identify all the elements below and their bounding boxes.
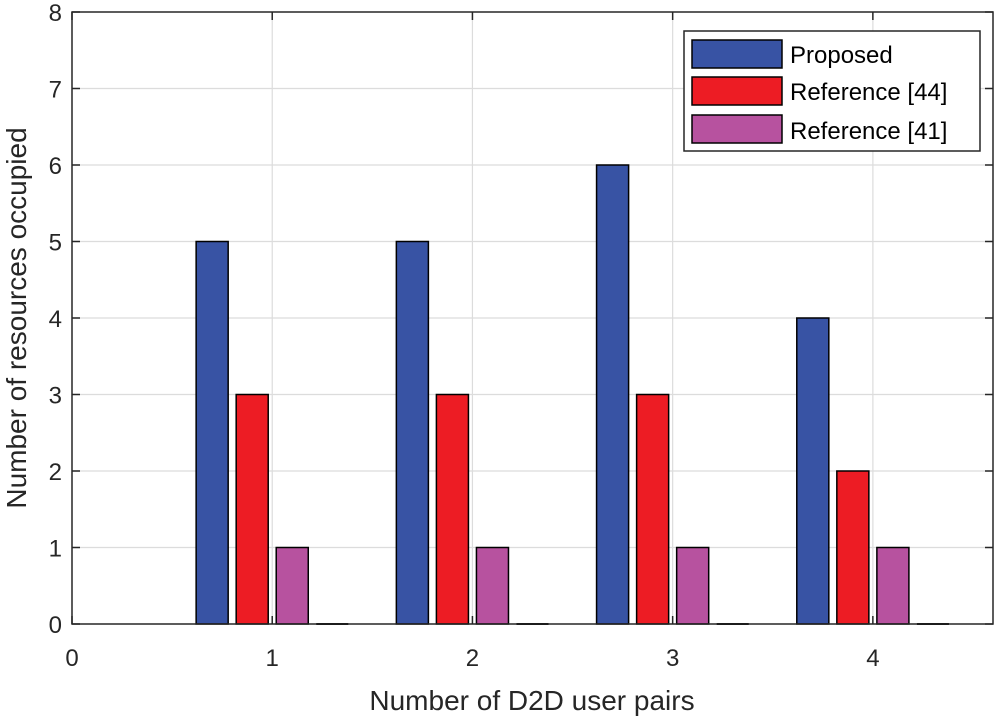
bar-reference-44-4 (836, 470, 870, 625)
ticks: 0 1 2 3 4 5 6 7 8 0 1 2 3 4 (49, 0, 993, 672)
x-tick-label: 1 (266, 645, 279, 672)
y-tick-label: 6 (49, 153, 62, 180)
bar-reference-41-2 (475, 546, 510, 625)
y-axis-label: Number of resources occupied (1, 127, 32, 508)
legend-swatch-reference-41 (691, 114, 783, 144)
legend-label-reference-41: Reference [41] (790, 118, 947, 145)
bar-reference-41-4 (876, 546, 910, 625)
y-tick-label: 5 (49, 230, 62, 257)
y-tick-label: 7 (49, 77, 62, 104)
x-tick-label: 3 (666, 645, 679, 672)
x-tick-label: 2 (466, 645, 479, 672)
x-tick-label: 0 (65, 645, 78, 672)
bar-proposed-2 (395, 240, 430, 625)
bar-proposed-4 (796, 317, 830, 625)
x-tick-label: 4 (866, 645, 879, 672)
bar-reference-44-3 (635, 393, 670, 625)
y-tick-label: 8 (49, 0, 62, 27)
y-tick-label: 4 (49, 306, 62, 333)
bars (195, 164, 949, 625)
y-tick-label: 0 (49, 612, 62, 639)
y-tick-label: 2 (49, 459, 62, 486)
bar-reference-41-3 (675, 546, 710, 625)
bar-proposed-3 (595, 164, 630, 625)
y-tick-label: 3 (49, 383, 62, 410)
legend-label-reference-44: Reference [44] (790, 79, 947, 106)
x-axis-label: Number of D2D user pairs (369, 685, 694, 716)
y-tick-label: 1 (49, 536, 62, 563)
legend: Proposed Reference [44] Reference [41] (683, 30, 981, 152)
legend-swatch-reference-44 (691, 76, 783, 106)
bar-reference-41-1 (275, 546, 310, 625)
bar-reference-44-1 (235, 393, 269, 625)
legend-label-proposed: Proposed (790, 42, 893, 69)
bar-proposed-1 (195, 240, 229, 625)
legend-swatch-proposed (691, 39, 783, 69)
bar-reference-44-2 (435, 393, 470, 625)
